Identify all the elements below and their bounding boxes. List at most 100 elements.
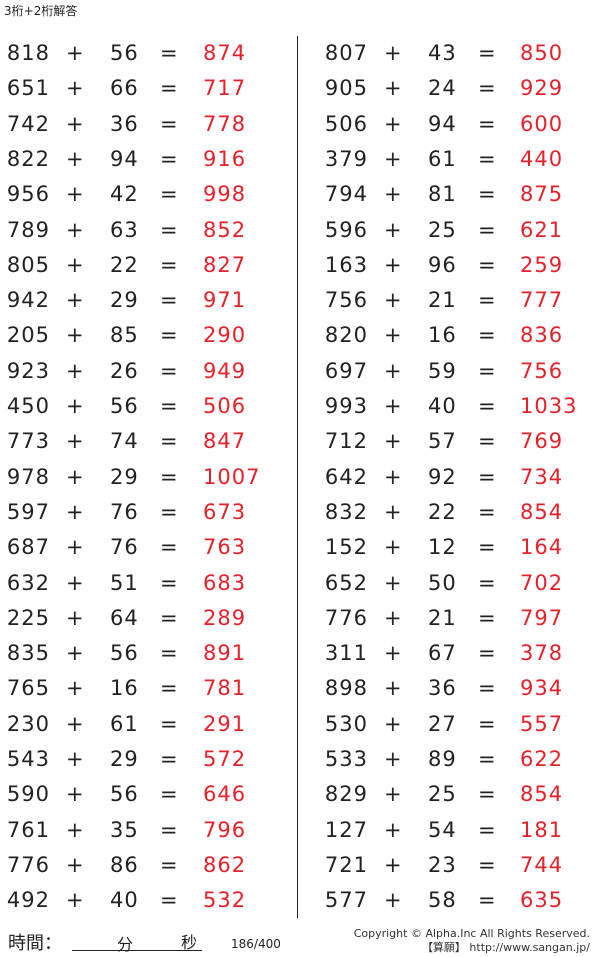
addend-2: 96 (428, 252, 457, 277)
addend-1: 956 (6, 182, 50, 207)
equals-sign: = (478, 76, 497, 101)
addend-1: 152 (324, 535, 368, 560)
plus-sign: + (384, 41, 403, 65)
addend-1: 829 (324, 782, 368, 807)
addend-1: 761 (6, 817, 50, 842)
equals-sign: = (160, 146, 179, 171)
plus-sign: + (384, 182, 403, 207)
plus-sign: + (384, 429, 403, 454)
answer: 572 (203, 747, 247, 771)
equals-sign: = (478, 605, 497, 630)
addend-2: 56 (110, 41, 139, 65)
equals-sign: = (478, 641, 497, 666)
addend-2: 23 (428, 852, 457, 877)
plus-sign: + (66, 464, 85, 489)
answer: 778 (203, 111, 247, 136)
addend-2: 40 (428, 394, 457, 418)
equals-sign: = (160, 570, 179, 595)
addend-2: 21 (428, 288, 457, 313)
addend-1: 789 (6, 217, 50, 242)
addend-1: 651 (6, 76, 50, 101)
plus-sign: + (66, 499, 85, 524)
equals-sign: = (478, 394, 497, 418)
addend-1: 492 (6, 888, 50, 913)
plus-sign: + (66, 182, 85, 207)
problem-row: 805 +22 = 827 (0, 248, 600, 283)
answer: 621 (520, 217, 564, 242)
answer: 836 (520, 323, 564, 348)
addend-2: 81 (428, 182, 457, 207)
equals-sign: = (478, 288, 497, 313)
plus-sign: + (384, 747, 403, 771)
equals-sign: = (478, 111, 497, 136)
equals-sign: = (160, 358, 179, 383)
problem-row: 756 +21 = 777 (0, 283, 600, 318)
addend-2: 63 (110, 217, 139, 242)
equals-sign: = (478, 429, 497, 454)
answer: 673 (203, 499, 247, 524)
addend-2: 56 (110, 782, 139, 807)
equals-sign: = (478, 570, 497, 595)
addend-2: 29 (110, 747, 139, 771)
plus-sign: + (384, 888, 403, 913)
addend-2: 29 (110, 464, 139, 489)
addend-1: 818 (6, 41, 50, 65)
problem-row: 807 +43 = 850 (0, 36, 600, 71)
answer: 1033 (520, 394, 578, 418)
plus-sign: + (66, 641, 85, 666)
answer: 875 (520, 182, 564, 207)
equals-sign: = (160, 111, 179, 136)
page-title: 3桁+2桁解答 (4, 4, 78, 18)
addend-2: 56 (110, 641, 139, 666)
addend-2: 36 (428, 676, 457, 701)
answer: 777 (520, 288, 564, 313)
problem-row: 898 +36 = 934 (0, 671, 600, 706)
addend-1: 697 (324, 358, 368, 383)
addend-1: 590 (6, 782, 50, 807)
answer: 847 (203, 429, 247, 454)
equals-sign: = (160, 182, 179, 207)
problem-row: 530 +27 = 557 (0, 707, 600, 742)
addend-2: 67 (428, 641, 457, 666)
addend-2: 16 (428, 323, 457, 348)
addend-2: 94 (110, 146, 139, 171)
answer: 646 (203, 782, 247, 807)
answer: 971 (203, 288, 247, 313)
addend-2: 16 (110, 676, 139, 701)
addend-1: 379 (324, 146, 368, 171)
answer: 827 (203, 252, 247, 277)
problem-row: 776 +86 = 862 (0, 848, 600, 883)
plus-sign: + (384, 323, 403, 348)
problem-row: 818 +56 = 874 (0, 36, 600, 71)
addend-2: 22 (428, 499, 457, 524)
plus-sign: + (66, 888, 85, 913)
addend-2: 66 (110, 76, 139, 101)
addend-1: 835 (6, 641, 50, 666)
equals-sign: = (478, 852, 497, 877)
answer: 600 (520, 111, 564, 136)
equals-sign: = (160, 41, 179, 65)
problem-row: 577 +58 = 635 (0, 883, 600, 918)
plus-sign: + (66, 429, 85, 454)
addend-2: 74 (110, 429, 139, 454)
problem-row: 905 +24 = 929 (0, 71, 600, 106)
problem-row: 230 +61 = 291 (0, 707, 600, 742)
answer: 289 (203, 605, 247, 630)
addend-1: 632 (6, 570, 50, 595)
addend-1: 230 (6, 711, 50, 736)
addend-1: 805 (6, 252, 50, 277)
plus-sign: + (66, 394, 85, 418)
problem-row: 597 +76 = 673 (0, 495, 600, 530)
problem-row: 978 +29 = 1007 (0, 460, 600, 495)
problem-row: 152 +12 = 164 (0, 530, 600, 565)
addend-1: 530 (324, 711, 368, 736)
problem-row: 225 +64 = 289 (0, 601, 600, 636)
answer: 796 (203, 817, 247, 842)
problem-row: 832 +22 = 854 (0, 495, 600, 530)
answer: 744 (520, 852, 564, 877)
answer: 290 (203, 323, 247, 348)
plus-sign: + (384, 111, 403, 136)
problem-row: 652 +50 = 702 (0, 566, 600, 601)
plus-sign: + (66, 288, 85, 313)
equals-sign: = (160, 747, 179, 771)
